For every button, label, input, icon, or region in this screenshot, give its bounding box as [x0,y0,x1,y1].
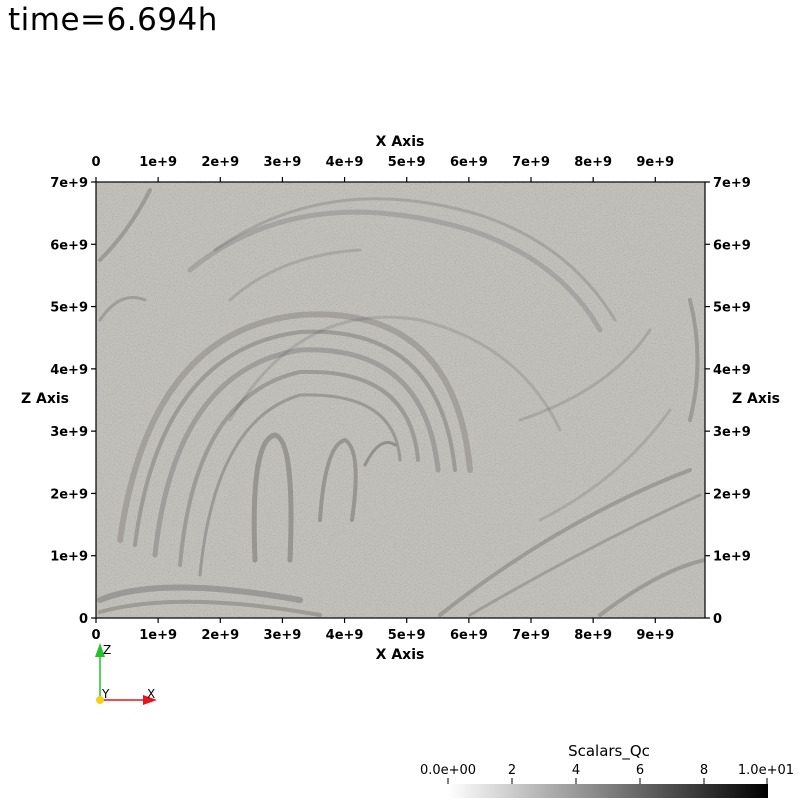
x-tick-label: 4e+9 [326,628,364,643]
z-tick-label: 1e+9 [50,550,88,565]
z-tick-label: 7e+9 [50,176,88,191]
x-tick-label: 0 [91,155,100,170]
heatmap-grain [96,182,705,618]
z-axis-title-left: Z Axis [21,391,69,407]
z-axis-left: 0 1e+9 2e+9 3e+9 4e+9 5e+9 6e+9 7e+9 [50,176,96,627]
triad-x-label: X [147,687,155,701]
x-tick-label: 4e+9 [326,155,364,170]
z-tick-label: 4e+9 [50,363,88,378]
z-tick-label: 6e+9 [50,238,88,253]
z-tick-label: 5e+9 [50,301,88,316]
z-tick-label: 4e+9 [713,363,751,378]
x-axis-title-bottom: X Axis [376,647,425,663]
time-label: time=6.694h [8,2,218,38]
orientation-triad: Z Y X [95,643,157,705]
colorbar-tick-label: 6 [636,763,644,778]
triad-z-label: Z [103,643,111,657]
x-tick-label: 2e+9 [201,628,239,643]
x-tick-label: 2e+9 [201,155,239,170]
colorbar-ticks: 0.0e+00 2 4 6 8 1.0e+01 [420,763,794,784]
triad-y-axis [96,696,104,704]
x-tick-label: 7e+9 [512,628,550,643]
z-tick-label: 0 [79,612,88,627]
x-tick-label: 8e+9 [574,628,612,643]
x-tick-label: 9e+9 [636,155,674,170]
colorbar-tick-label: 8 [700,763,708,778]
z-tick-label: 2e+9 [50,487,88,502]
colorbar-tick-label: 1.0e+01 [738,763,794,778]
z-tick-label: 7e+9 [713,176,751,191]
z-tick-label: 1e+9 [713,550,751,565]
x-tick-label: 6e+9 [450,628,488,643]
triad-x-arrowhead [143,695,157,705]
z-tick-label: 0 [713,612,722,627]
z-tick-label: 5e+9 [713,301,751,316]
heatmap-field [96,182,705,618]
colorbar: Scalars_Qc 0.0e+00 2 4 6 8 1.0e+01 [420,742,794,798]
triad-y-label: Y [101,687,110,701]
x-tick-label: 5e+9 [388,628,426,643]
x-tick-label: 1e+9 [139,155,177,170]
z-axis-right: 0 1e+9 2e+9 3e+9 4e+9 5e+9 6e+9 7e+9 [705,176,751,627]
colorbar-tick-label: 4 [572,763,580,778]
x-tick-label: 1e+9 [139,628,177,643]
plot-frame [95,181,706,619]
x-tick-label: 5e+9 [388,155,426,170]
colorbar-gradient [448,784,768,798]
z-tick-label: 3e+9 [713,425,751,440]
z-tick-label: 2e+9 [713,487,751,502]
z-axis-title-right: Z Axis [732,391,780,407]
x-tick-label: 8e+9 [574,155,612,170]
x-axis-top: 0 1e+9 2e+9 3e+9 4e+9 5e+9 6e+9 7e+9 8e+9 9e+9 [91,155,674,182]
colorbar-tick-label: 0.0e+00 [420,763,476,778]
x-axis-title-top: X Axis [376,134,425,150]
x-tick-label: 9e+9 [636,628,674,643]
z-tick-label: 3e+9 [50,425,88,440]
z-tick-label: 6e+9 [713,238,751,253]
x-tick-label: 6e+9 [450,155,488,170]
x-tick-label: 3e+9 [264,628,302,643]
x-tick-label: 3e+9 [264,155,302,170]
colorbar-tick-label: 2 [508,763,516,778]
triad-z-arrowhead [95,643,105,657]
colorbar-title: Scalars_Qc [568,742,650,761]
x-axis-bottom: 0 1e+9 2e+9 3e+9 4e+9 5e+9 6e+9 7e+9 8e+9 9e+9 [91,618,674,643]
x-tick-label: 7e+9 [512,155,550,170]
x-tick-label: 0 [91,628,100,643]
